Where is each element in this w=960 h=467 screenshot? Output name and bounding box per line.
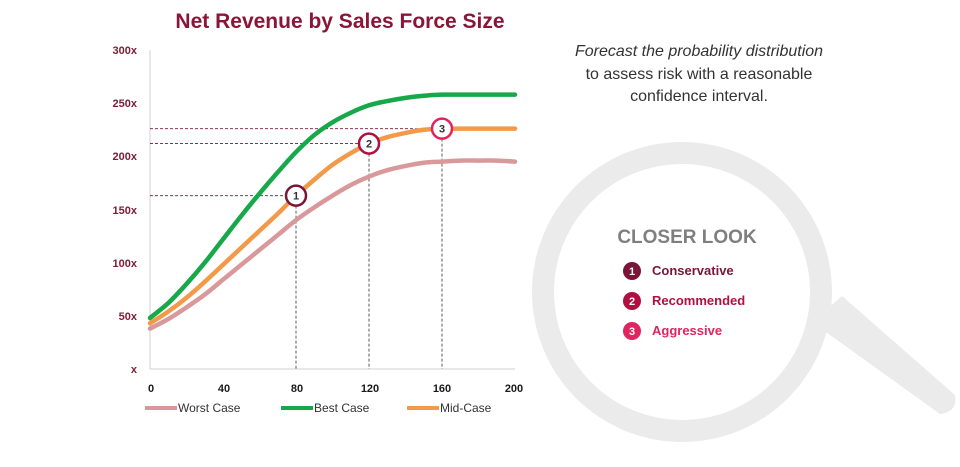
y-tick-label: 150x [113,205,138,217]
scenario-marker-circle [357,132,381,155]
series-line-best [147,92,518,321]
badge-2 [623,292,641,310]
scenario-markers: 1 2 3 [284,117,454,207]
y-ticks: 300x 250x 200x 150x 100x 50x x [113,45,138,376]
legend-item-best: Best Case [281,401,370,415]
legend-item-mid: Mid-Case [407,401,492,415]
x-ticks: 0 40 80 120 160 200 [148,383,523,395]
badge-3-number: 3 [629,326,635,338]
badge-1 [623,262,641,280]
y-tick-label: 250x [113,98,138,110]
closer-look-title: CLOSER LOOK [617,227,757,248]
scenario-marker-number: 2 [366,139,372,151]
forecast-note: Forecast the probability distribution to… [575,43,823,105]
scenario-marker-circle [284,184,308,207]
scenario-marker-number: 3 [439,124,445,136]
closer-look-label-1: Conservative [652,263,734,278]
scenario-marker-2: 2 [357,132,381,155]
axes [149,50,515,370]
closer-look-item-aggressive: 3 Aggressive [623,322,722,340]
y-tick-label: 200x [113,151,138,163]
note-line-2: to assess risk with a reasonable [586,66,813,83]
x-tick-label: 160 [433,383,451,395]
legend-item-worst: Worst Case [145,401,241,415]
legend-label-mid: Mid-Case [440,401,492,415]
closer-look-label-3: Aggressive [652,323,722,338]
chart-title: Net Revenue by Sales Force Size [175,10,504,33]
closer-look-item-recommended: 2 Recommended [623,292,745,310]
badge-2-number: 2 [629,296,635,308]
y-tick-label: x [131,364,138,376]
y-tick-label: 100x [113,258,138,270]
x-tick-label: 40 [218,383,230,395]
x-tick-label: 0 [148,383,154,395]
y-tick-label: 300x [113,45,138,57]
legend-label-best: Best Case [314,401,370,415]
scenario-marker-number: 1 [293,191,299,203]
magnifier-graphic [532,142,956,442]
closer-look-label-2: Recommended [652,293,745,308]
scenario-marker-circle [430,117,454,140]
x-tick-label: 200 [505,383,523,395]
badge-3 [623,322,641,340]
closer-look-item-conservative: 1 Conservative [623,262,734,280]
guide-lines [150,128,443,369]
magnifier-lens [554,164,810,420]
x-tick-label: 80 [291,383,303,395]
series-line-worst [147,158,518,331]
scenario-marker-1: 1 [284,184,308,207]
legend-label-worst: Worst Case [178,401,241,415]
magnifier-handle [812,296,956,414]
legend: Worst Case Best Case Mid-Case [145,401,492,415]
closer-look-panel: CLOSER LOOK 1 Conservative 2 Recommended… [617,227,757,340]
series-line-mid [147,126,518,326]
badge-1-number: 1 [629,266,635,278]
y-tick-label: 50x [119,311,138,323]
series-lines [147,92,518,331]
scenario-marker-3: 3 [430,117,454,140]
x-tick-label: 120 [361,383,379,395]
note-line-1: Forecast the probability distribution [575,43,823,60]
note-line-3: confidence interval. [630,88,768,105]
